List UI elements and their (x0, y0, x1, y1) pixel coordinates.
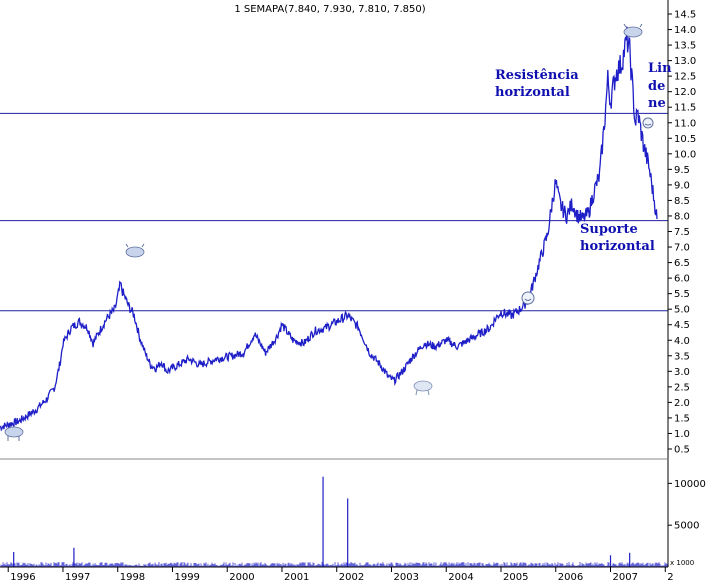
y-tick-label: 1.5 (674, 413, 690, 424)
annotation-trend-2: de (648, 79, 665, 94)
x-tick-label: 2007 (613, 572, 638, 582)
bear-icon (413, 380, 433, 396)
y-tick-label: 5.0 (674, 305, 690, 316)
y-tick-label: 8.0 (674, 211, 690, 222)
y-tick-label: 3.5 (674, 351, 690, 362)
y-tick-label: 10.0 (674, 149, 696, 160)
y-tick-label: 14.5 (674, 10, 696, 21)
x-tick-label: 2000 (229, 572, 254, 582)
volume-tick-label: 10000 (674, 479, 706, 490)
x-tick-label: 1998 (120, 572, 145, 582)
price-line (0, 26, 658, 432)
y-tick-label: 13.5 (674, 41, 696, 52)
y-tick-label: 0.5 (674, 445, 690, 456)
y-tick-label: 6.5 (674, 258, 690, 269)
y-tick-label: 4.5 (674, 320, 690, 331)
x-tick-label: 2 (667, 572, 673, 582)
y-tick-label: 2.5 (674, 382, 690, 393)
y-tick-label: 2.0 (674, 398, 690, 409)
y-tick-label: 1.0 (674, 429, 690, 440)
bull-icon (623, 23, 643, 38)
price-axis-ticks: 14.5 14.0 13.5 13.0 12.5 12.0 11.5 11.0 10.5 10.0… (668, 10, 696, 456)
annotation-resistance-2: horizontal (495, 85, 570, 100)
x-tick-label: 2001 (284, 572, 309, 582)
y-tick-label: 12.5 (674, 72, 696, 83)
y-tick-label: 11.5 (674, 103, 696, 114)
annotation-support-1: Suporte (580, 222, 638, 237)
x-tick-label: 2005 (503, 572, 528, 582)
annotation-support-2: horizontal (580, 239, 655, 254)
y-tick-label: 4.0 (674, 336, 690, 347)
annotation-trend-1: Lin (648, 61, 672, 76)
x-tick-label: 1996 (10, 572, 35, 582)
y-tick-label: 6.0 (674, 274, 690, 285)
y-tick-label: 5.5 (674, 289, 690, 300)
x-tick-label: 1997 (65, 572, 90, 582)
annotation-trend-3: ne (648, 96, 666, 111)
x-tick-label: 2002 (339, 572, 364, 582)
volume-axis-ticks: 10000 5000 (668, 479, 706, 532)
smiley-icon (642, 117, 654, 129)
y-tick-label: 12.0 (674, 87, 696, 98)
x-tick-label: 2004 (448, 572, 473, 582)
y-tick-label: 9.5 (674, 165, 690, 176)
y-tick-label: 7.0 (674, 243, 690, 254)
y-tick-label: 7.5 (674, 227, 690, 238)
volume-unit-label: x 1000 (670, 559, 694, 567)
chart-title: 1 SEMAPA(7.840, 7.930, 7.810, 7.850) (234, 4, 425, 15)
y-tick-label: 10.5 (674, 134, 696, 145)
bull-icon (125, 243, 145, 258)
y-tick-label: 8.5 (674, 196, 690, 207)
x-tick-label: 1999 (174, 572, 199, 582)
y-tick-label: 3.0 (674, 367, 690, 378)
annotation-resistance-1: Resistência (495, 68, 579, 83)
bear-icon (4, 426, 24, 441)
x-tick-label: 2003 (393, 572, 418, 582)
x-tick-label: 2006 (558, 572, 583, 582)
y-tick-label: 13.0 (674, 56, 696, 67)
y-tick-label: 9.0 (674, 180, 690, 191)
volume-tick-label: 5000 (674, 521, 699, 532)
y-tick-label: 11.0 (674, 118, 696, 129)
y-tick-label: 14.0 (674, 25, 696, 36)
price-series (0, 26, 658, 432)
smiley-icon (521, 291, 535, 305)
time-axis-ticks: 1996 1997 1998 1999 2000 2001 2002 2003 2004 2005… (7, 567, 674, 582)
